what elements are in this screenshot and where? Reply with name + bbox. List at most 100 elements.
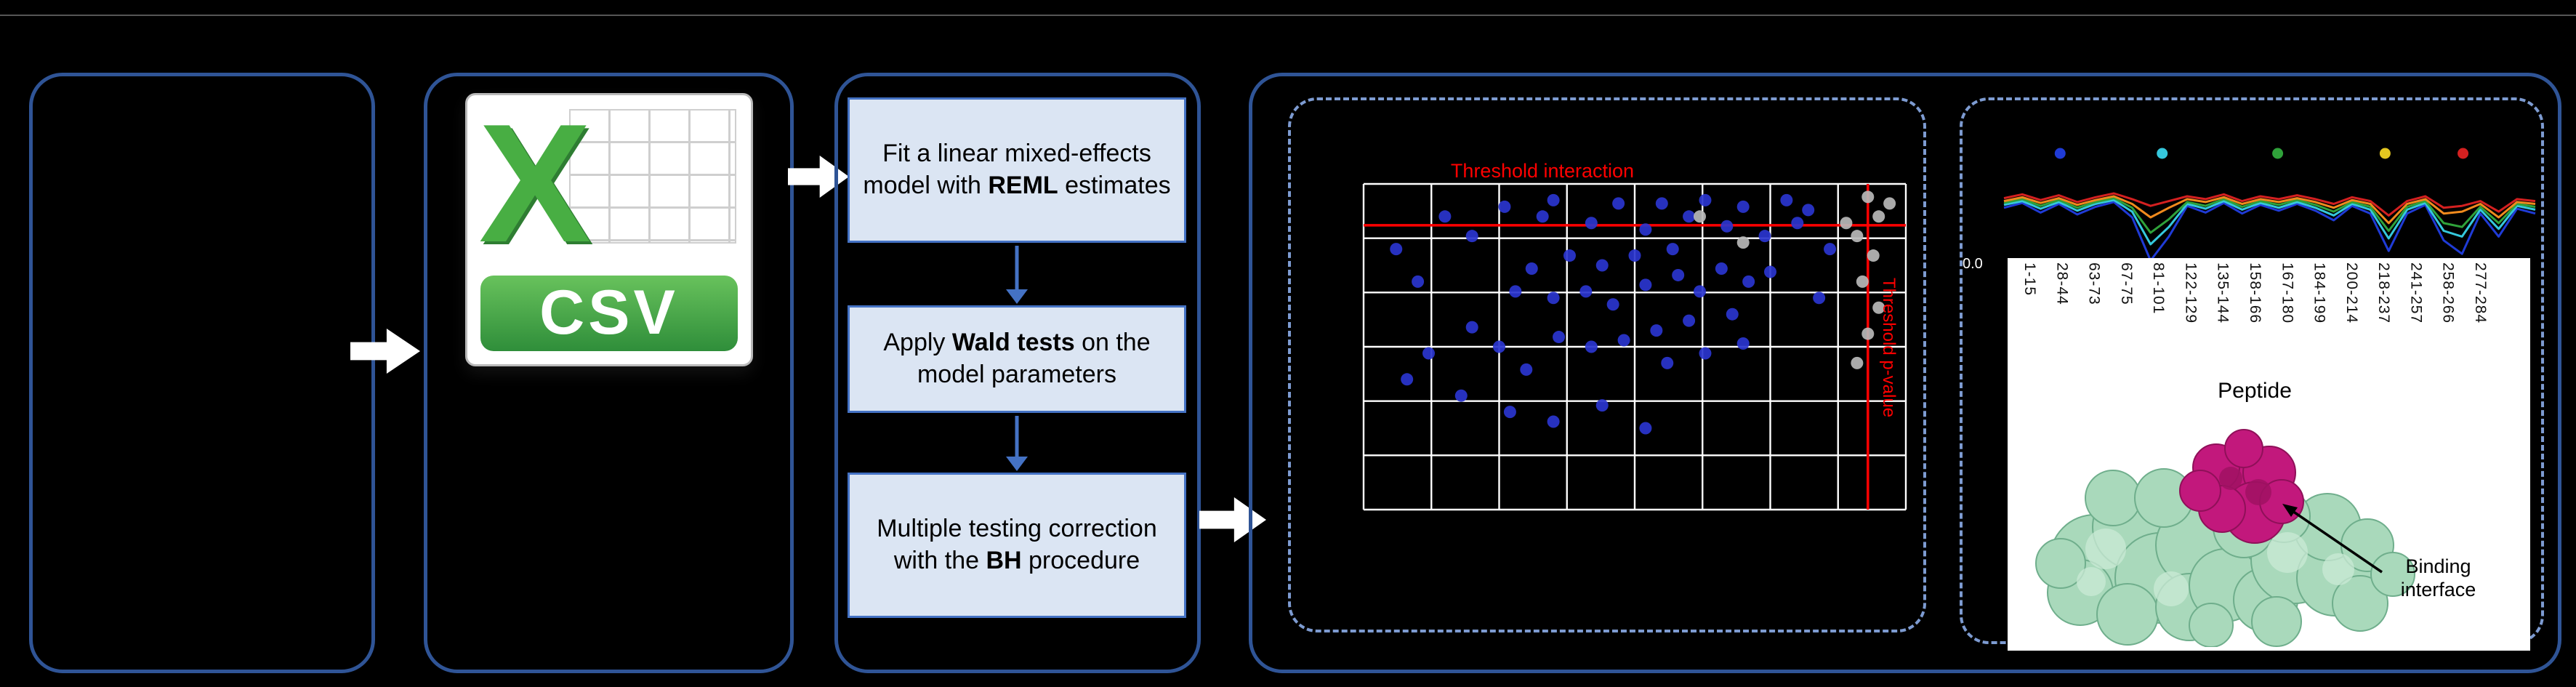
non-significant-point <box>1883 197 1896 210</box>
significant-point <box>1628 249 1641 262</box>
significant-point <box>1595 259 1609 272</box>
significant-point <box>1422 347 1436 360</box>
step-bh-correction-text: Multiple testing correction with the BH … <box>877 513 1157 576</box>
significant-point <box>1639 223 1652 236</box>
significant-point <box>1401 373 1414 386</box>
uptake-series-red <box>2003 192 2536 217</box>
significant-point <box>1553 331 1566 344</box>
peptide-tick-labels: 1-15 28-44 63-73 67-75 81-101 122-129 135-144 1… <box>2021 262 2489 366</box>
peptide-tick-label: 67-75 <box>2117 262 2135 305</box>
step-text-pre: Multiple testing correction with the <box>877 515 1157 574</box>
arrow-shaft <box>1015 416 1019 457</box>
significant-point <box>1509 285 1522 298</box>
arrow-head <box>1006 457 1028 471</box>
significant-point <box>1639 422 1652 435</box>
non-significant-point <box>1694 210 1707 223</box>
significant-point <box>1764 265 1776 278</box>
arrow-down-icon <box>1005 416 1029 471</box>
significant-point <box>1520 363 1533 376</box>
peptide-tick-label: 1-15 <box>2021 262 2038 297</box>
step-text-pre: Apply <box>883 329 952 357</box>
uptake-series-blue <box>2003 201 2536 262</box>
significant-point <box>1547 193 1560 206</box>
uptake-series-cyan <box>2003 198 2536 246</box>
significant-point <box>1612 197 1625 210</box>
non-significant-point <box>1872 210 1885 223</box>
significant-point <box>1465 230 1478 243</box>
non-significant-point <box>1840 217 1853 230</box>
step-bh-correction: Multiple testing correction with the BH … <box>848 473 1186 618</box>
step-text-pre: Fit a linear mixed-effects model with <box>863 140 1151 199</box>
significant-point <box>1736 337 1750 350</box>
significant-point <box>1780 193 1793 206</box>
non-significant-point <box>1872 301 1885 314</box>
significant-point <box>1617 334 1630 347</box>
excel-x-logo: X <box>478 89 592 278</box>
threshold-pvalue-label: Threshold p-value <box>1879 277 1899 418</box>
significant-point <box>1683 314 1696 327</box>
peptide-axis-label: Peptide <box>2218 379 2292 403</box>
significant-point <box>1547 415 1560 428</box>
peptide-tick-label: 122-129 <box>2182 262 2199 324</box>
peptide-map-panel: 1-15 28-44 63-73 67-75 81-101 122-129 135-144 1… <box>2008 258 2530 651</box>
panel-results <box>1249 73 2561 673</box>
significant-point <box>1503 406 1516 419</box>
top-hairline <box>0 15 2576 16</box>
step-wald-tests-text: Apply Wald tests on the model parameters <box>860 327 1174 390</box>
significant-point <box>1736 200 1750 213</box>
significant-point <box>1720 220 1734 233</box>
peptide-tick-label: 200-214 <box>2343 262 2360 324</box>
non-significant-point <box>1851 356 1864 369</box>
significant-point <box>1791 217 1804 230</box>
significant-point <box>1650 324 1663 337</box>
significant-point <box>1672 268 1685 281</box>
significant-point <box>1726 308 1739 321</box>
significant-point <box>1438 210 1452 223</box>
step-text-bold: REML <box>988 172 1058 199</box>
significant-point <box>1547 292 1560 305</box>
non-significant-point <box>1867 249 1880 262</box>
peptide-tick-label: 277-284 <box>2471 262 2489 324</box>
csv-banner: CSV <box>480 275 738 351</box>
binding-interface-label: Binding interface <box>2400 555 2476 601</box>
arrow-shaft <box>1015 246 1019 289</box>
state-legend-dot <box>2379 148 2391 159</box>
significant-point <box>1666 243 1679 256</box>
non-significant-point <box>1736 236 1750 249</box>
significant-point <box>1655 197 1668 210</box>
peptide-tick-label: 184-199 <box>2311 262 2328 324</box>
significant-point <box>1454 389 1468 402</box>
threshold-interaction-label: Threshold interaction <box>1450 160 1635 182</box>
peptide-tick-label: 81-101 <box>2150 262 2168 315</box>
significant-point <box>1802 204 1815 217</box>
peptide-tick-label: 158-166 <box>2246 262 2263 324</box>
protein-structure <box>2035 429 2415 647</box>
significant-point <box>1412 275 1425 288</box>
significant-point <box>1639 278 1652 292</box>
significant-point <box>1606 298 1619 311</box>
significant-point <box>1813 292 1826 305</box>
significant-point <box>1715 262 1728 275</box>
panel-input-data <box>29 73 375 673</box>
step-text-post: on the model parameters <box>917 329 1151 388</box>
significant-point <box>1465 321 1478 334</box>
y-axis-tick-label: 0.0 <box>1963 256 1983 272</box>
uptake-series-orange <box>2003 195 2536 225</box>
uptake-series-green <box>2003 197 2536 234</box>
state-legend-dot <box>2157 148 2168 159</box>
step-text-bold: Wald tests <box>951 329 1075 357</box>
peptide-tick-label: 167-180 <box>2279 262 2296 324</box>
panel-csv-export <box>424 73 794 673</box>
arrow-down-icon <box>1005 246 1029 304</box>
non-significant-point <box>1851 230 1864 243</box>
csv-banner-label: CSV <box>539 278 679 348</box>
peptide-tick-label: 218-237 <box>2375 262 2393 324</box>
step-fit-model: Fit a linear mixed-effects model with RE… <box>848 97 1186 243</box>
peptide-tick-label: 135-144 <box>2214 262 2231 324</box>
state-legend-dot <box>2054 148 2066 159</box>
volcano-scatter-plot <box>1362 182 1907 511</box>
result-scatter-subpanel <box>1288 97 1926 632</box>
significant-point <box>1699 347 1712 360</box>
significant-point <box>1694 285 1707 298</box>
